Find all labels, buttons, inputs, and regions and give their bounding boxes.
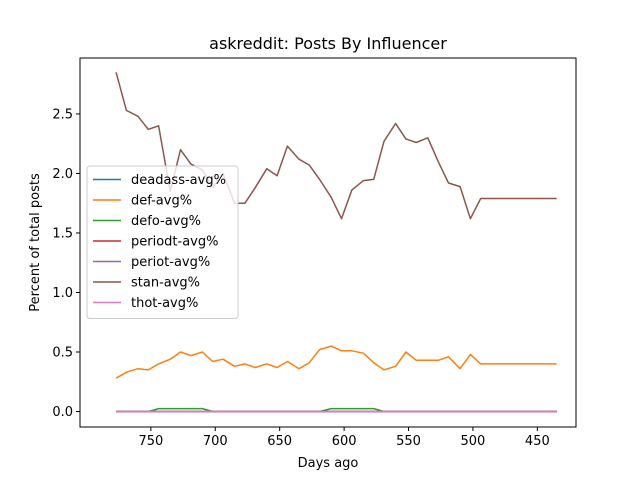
y-tick-label: 2.0	[52, 167, 73, 182]
y-tick-label: 1.5	[52, 226, 73, 241]
series-layer	[115, 72, 557, 413]
legend-label: def-avg%	[131, 194, 192, 209]
legend-label: defo-avg%	[131, 214, 201, 229]
y-tick-label: 0.0	[52, 405, 73, 420]
plot-frame	[79, 57, 577, 428]
y-axis-label: Percent of total posts	[28, 173, 43, 312]
y-tick-label: 0.5	[52, 346, 73, 361]
x-tick-label: 550	[396, 434, 421, 449]
y-axis-ticks: 0.0 0.5 1.0 1.5 2.0 2.5	[52, 107, 80, 420]
y-tick-label: 2.5	[52, 107, 73, 122]
x-tick-label: 700	[203, 434, 228, 449]
legend-label: periot-avg%	[131, 255, 210, 270]
series-line-def-avg%	[115, 345, 557, 379]
legend-label: deadass-avg%	[131, 173, 226, 188]
x-tick-label: 500	[461, 434, 486, 449]
x-tick-label: 650	[267, 434, 292, 449]
series-line-stan-avg%	[115, 72, 557, 220]
legend-label: thot-avg%	[131, 296, 198, 311]
legend-label: periodt-avg%	[131, 235, 218, 250]
y-tick-label: 1.0	[52, 286, 73, 301]
legend-box	[86, 165, 239, 319]
legend: deadass-avg% def-avg% defo-avg% periodt-avg…	[86, 165, 239, 319]
x-axis-ticks: 750 700 650 600 550 500 450	[138, 427, 550, 449]
legend-label: stan-avg%	[131, 276, 200, 291]
x-tick-label: 600	[332, 434, 357, 449]
x-tick-label: 450	[525, 434, 550, 449]
x-axis-label: Days ago	[298, 456, 359, 471]
chart-title: askreddit: Posts By Influencer	[209, 34, 447, 53]
x-tick-label: 750	[138, 434, 163, 449]
